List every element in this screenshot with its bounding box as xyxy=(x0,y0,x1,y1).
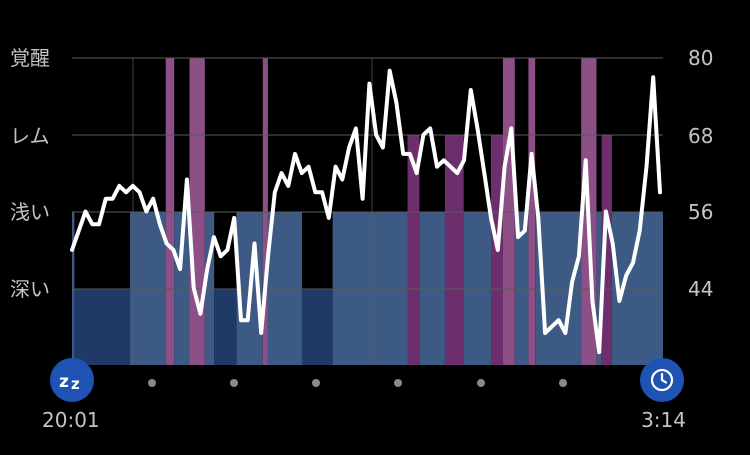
time-axis-dot xyxy=(148,379,156,387)
stage-label-deep: 深い xyxy=(10,277,50,301)
sleep-stage-bar xyxy=(601,135,612,365)
time-axis-dot xyxy=(312,379,320,387)
hr-tick-label: 68 xyxy=(688,124,713,148)
heart-rate-line xyxy=(70,68,662,355)
time-axis-dot xyxy=(559,379,567,387)
heart-rate-line-group xyxy=(70,68,662,355)
end-time-label: 3:14 xyxy=(641,408,686,432)
stage-axis-labels: 覚醒 レム 浅い 深い xyxy=(10,46,50,301)
svg-text:z: z xyxy=(71,375,80,391)
stage-label-rem: レム xyxy=(10,124,50,148)
alarm-clock-icon[interactable] xyxy=(640,358,684,402)
sleep-stage-bar xyxy=(445,135,464,365)
start-time-label: 20:01 xyxy=(42,408,100,432)
sleep-zz-icon[interactable]: z z xyxy=(50,358,94,402)
time-axis-dot xyxy=(477,379,485,387)
hr-tick-label: 44 xyxy=(688,277,713,301)
sleep-stage-bar xyxy=(74,289,130,365)
stage-label-light: 浅い xyxy=(10,200,50,224)
hr-tick-label: 80 xyxy=(688,46,713,70)
heart-rate-axis-labels: 80 68 56 44 xyxy=(688,46,713,301)
time-axis-dots xyxy=(148,379,567,387)
time-axis-dot xyxy=(230,379,238,387)
sleep-stage-bar xyxy=(301,289,333,365)
sleep-stage-bar xyxy=(214,289,237,365)
hr-tick-label: 56 xyxy=(688,200,713,224)
sleep-stage-bar xyxy=(407,135,420,365)
time-axis-dot xyxy=(394,379,402,387)
svg-text:z: z xyxy=(59,372,69,391)
stage-label-awake: 覚醒 xyxy=(10,46,50,70)
